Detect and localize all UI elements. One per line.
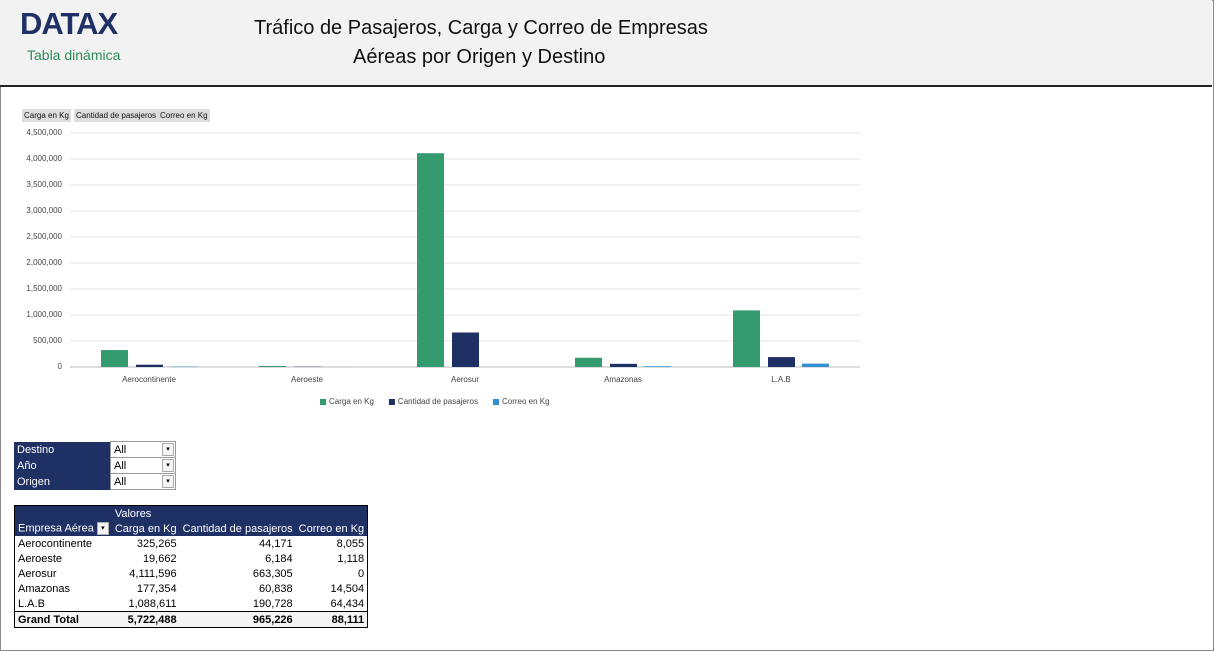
filter-value[interactable]: All ▾: [110, 473, 176, 490]
cell: 1,118: [337, 552, 365, 565]
values-header: Valores: [111, 505, 368, 521]
bar: [101, 350, 128, 367]
y-tick-label: 2,500,000: [26, 232, 62, 241]
subtitle: Tabla dinámica: [27, 47, 121, 63]
column-header: Cantidad de pasajeros: [179, 521, 296, 536]
column-header: Correo en Kg: [295, 521, 368, 536]
legend-swatch: [388, 399, 395, 405]
dropdown[interactable]: ▾: [162, 459, 174, 472]
y-tick-label: 2,000,000: [26, 258, 62, 267]
y-tick-label: 1,500,000: [26, 284, 62, 293]
cell: 14,504: [330, 582, 365, 595]
filter-row: Origen All ▾: [14, 473, 176, 490]
cell: Aerocontinente: [18, 537, 92, 550]
y-tick-label: 4,500,000: [26, 128, 62, 137]
cell: 8,055: [336, 537, 365, 550]
x-tick-label: Aerocontinente: [122, 375, 176, 384]
y-tick-label: 4,000,000: [26, 154, 62, 163]
legend-label: Correo en Kg: [502, 397, 550, 406]
cell: 325,265: [136, 537, 177, 550]
data-row: Aerocontinente 325,265 44,171 8,055: [15, 536, 368, 551]
cell: Aeroeste: [18, 552, 63, 565]
x-tick-label: Amazonas: [604, 375, 642, 384]
bar: [768, 357, 795, 367]
x-tick-label: L.A.B: [771, 375, 791, 384]
header: DATAX Tabla dinámica Tráfico de Pasajero…: [0, 0, 1212, 87]
data-row: Aerosur 4,111,596 663,305 0: [15, 566, 368, 581]
header-row: Valores: [14, 505, 368, 521]
dropdown[interactable]: ▾: [162, 443, 174, 456]
cell: 177,354: [136, 582, 177, 595]
filter-label: Año: [14, 457, 111, 474]
bar: [802, 363, 829, 367]
field-button[interactable]: Cantidad de pasajeros: [74, 109, 159, 122]
x-tick-label: Aeroeste: [291, 375, 324, 384]
y-tick-label: 3,000,000: [26, 206, 62, 215]
data-row: L.A.B 1,088,611 190,728 64,434: [15, 596, 368, 612]
y-tick-label: 0: [58, 362, 63, 371]
y-tick-label: 1,000,000: [26, 310, 62, 319]
column-header: Carga en Kg: [111, 521, 180, 536]
dropdown[interactable]: ▾: [162, 475, 174, 488]
cell: L.A.B: [18, 597, 45, 610]
legend-swatch: [492, 399, 499, 405]
bar: [733, 310, 760, 367]
cell: 1,088,611: [128, 597, 177, 610]
header-row: Empresa Aérea ▾ Carga en Kg Cantidad de pas…: [14, 521, 368, 536]
pivot-table: Valores Empresa Aérea ▾ Carga en Kg Cantidad…: [14, 505, 369, 628]
bar: [259, 365, 286, 367]
cell: [14, 505, 112, 521]
filter-value[interactable]: All ▾: [110, 457, 176, 474]
bar: [452, 332, 479, 367]
cell: 4,111,596: [129, 567, 177, 580]
legend-swatch: [320, 399, 326, 405]
chart: 0 500,000 1,000,000 1,500,000 2,000,000 2,500…: [26, 128, 860, 406]
cell: Grand Total: [14, 611, 112, 628]
field-button[interactable]: Correo en Kg: [158, 109, 210, 122]
title: Tráfico de Pasajeros, Carga y Correo de …: [254, 17, 708, 39]
cell: 5,722,488: [111, 611, 180, 628]
column-header: Empresa Aérea ▾: [14, 521, 112, 536]
bar: [610, 363, 637, 367]
legend-label: Carga en Kg: [329, 397, 374, 406]
logo: DATAX: [20, 6, 118, 41]
bar: [575, 357, 602, 367]
bar: [136, 364, 163, 367]
cell: 965,226: [179, 611, 296, 628]
filter-row: Destino All ▾: [14, 441, 176, 458]
cell: 19,662: [142, 552, 177, 565]
data-row: Amazonas 177,354 60,838 14,504: [15, 581, 368, 596]
cell: 60,838: [259, 582, 293, 595]
field-button[interactable]: Carga en Kg: [22, 109, 71, 122]
filter-label: Destino: [14, 441, 111, 458]
dropdown[interactable]: ▾: [96, 522, 109, 535]
cell: Aerosur: [18, 567, 57, 580]
y-tick-label: 500,000: [33, 336, 62, 345]
cell: 0: [357, 567, 365, 580]
cell: 190,728: [252, 597, 293, 610]
filters: Destino All ▾ Año All ▾ Origen All ▾: [14, 441, 176, 490]
cell: 88,111: [295, 611, 368, 628]
filter-row: Año All ▾: [14, 457, 176, 474]
filter-label: Origen: [14, 473, 111, 490]
bar: [417, 153, 444, 367]
cell: 6,184: [265, 552, 293, 565]
total-row: Grand Total 5,722,488 965,226 88,111: [14, 611, 368, 628]
y-tick-label: 3,500,000: [26, 180, 62, 189]
cell: 64,434: [330, 597, 365, 610]
bar: [644, 366, 671, 367]
cell: 663,305: [252, 567, 293, 580]
data-row: Aeroeste 19,662 6,184 1,118: [15, 551, 368, 566]
title: Aéreas por Origen y Destino: [353, 46, 606, 68]
filter-value[interactable]: All ▾: [110, 441, 176, 458]
cell: 44,171: [259, 537, 293, 550]
cell: Amazonas: [18, 582, 70, 595]
legend-label: Cantidad de pasajeros: [398, 397, 478, 406]
x-tick-label: Aerosur: [451, 375, 479, 384]
